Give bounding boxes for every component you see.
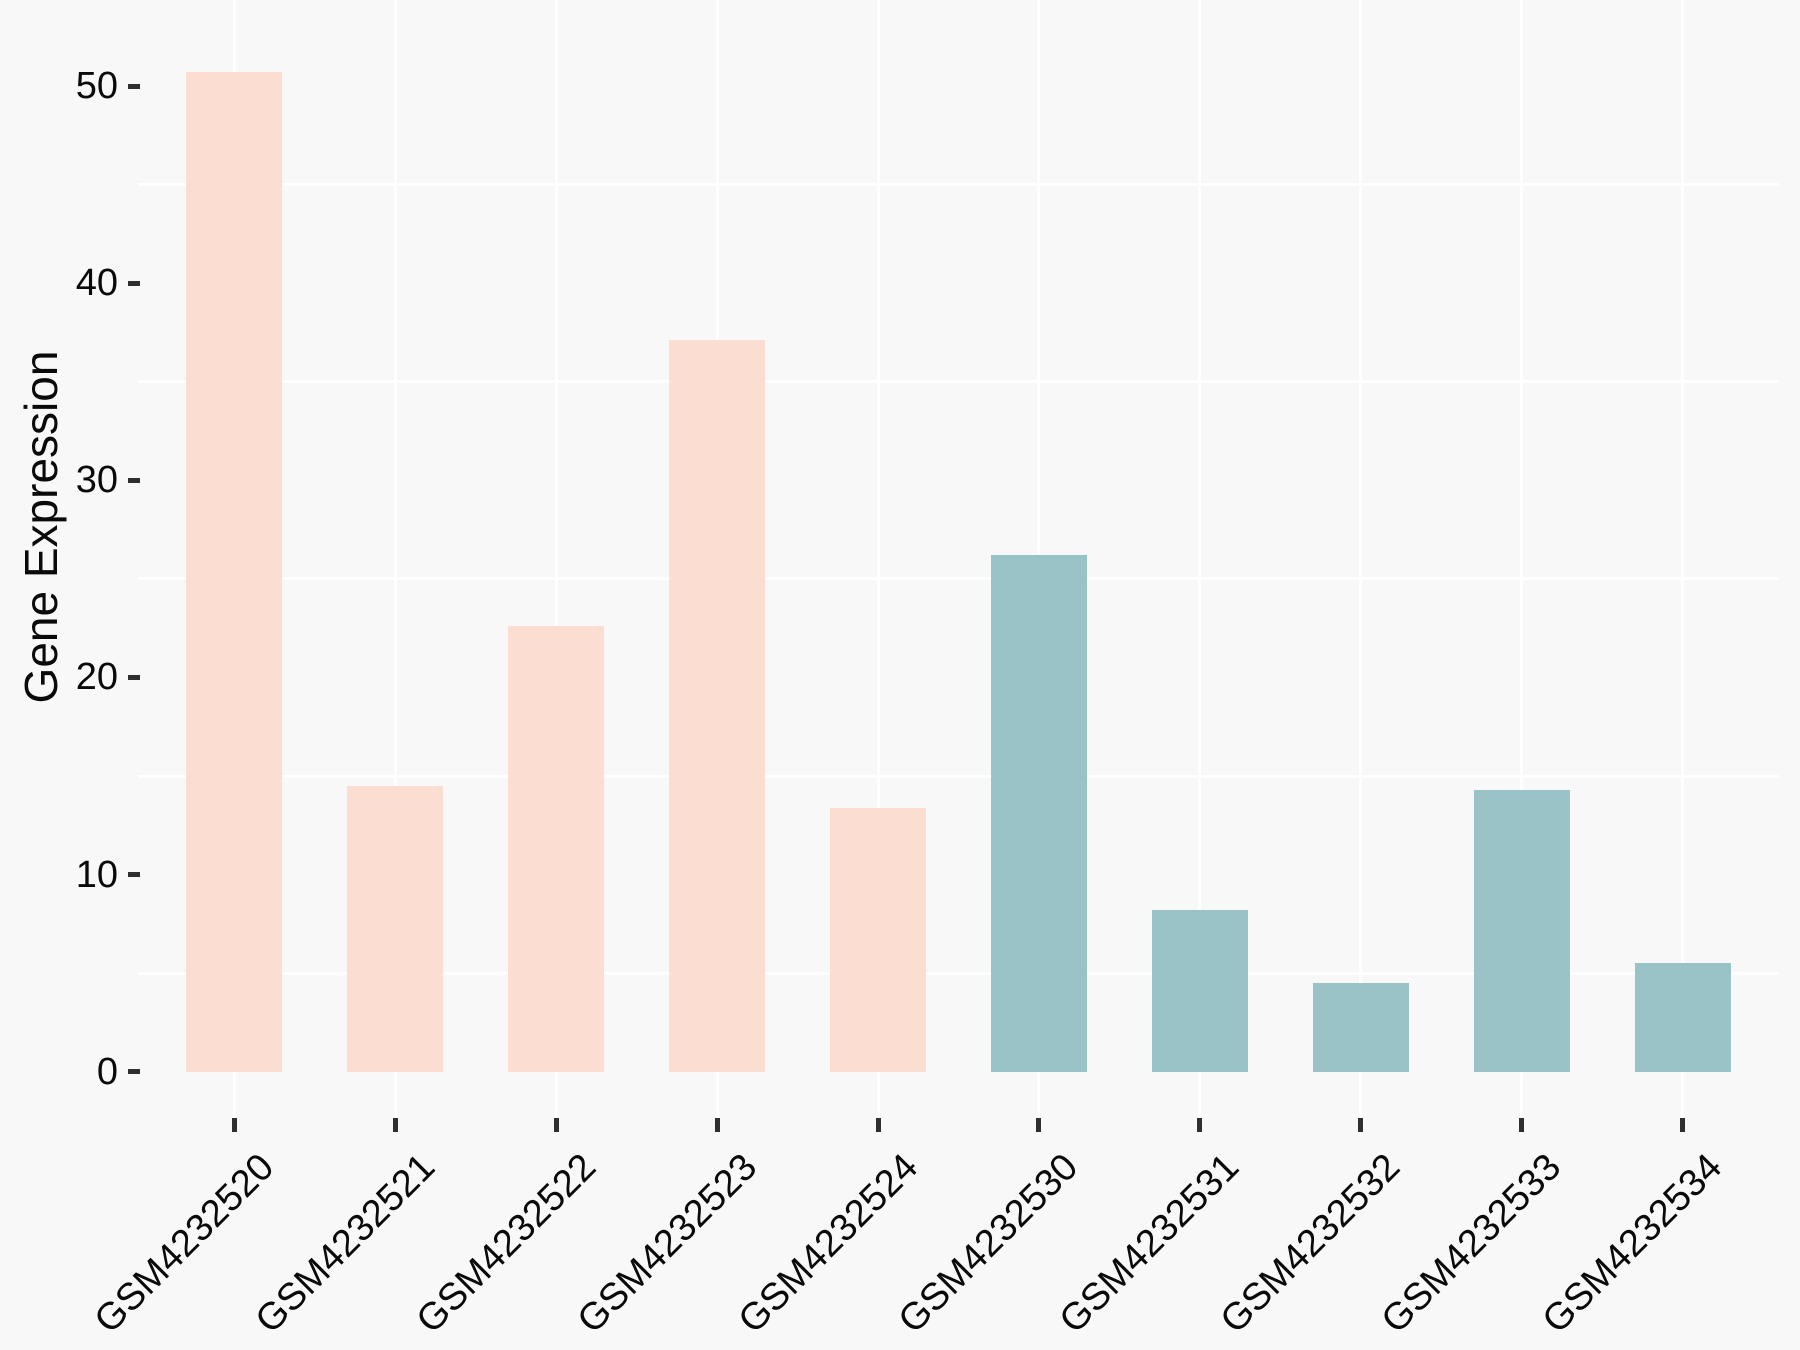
x-axis-tick (1036, 1118, 1042, 1132)
y-tick-label: 10 (75, 853, 118, 896)
bar-GSM4232522 (508, 626, 605, 1072)
y-tick-label: 0 (96, 1050, 118, 1093)
bar-GSM4232521 (347, 785, 444, 1072)
y-axis-title: Gene Expression (15, 350, 67, 704)
vertical-gridline (1198, 0, 1202, 1125)
bar-GSM4232530 (990, 555, 1087, 1072)
x-axis-tick (714, 1118, 720, 1132)
horizontal-gridline (138, 380, 1779, 384)
bar-GSM4232533 (1473, 789, 1570, 1072)
x-axis-tick (553, 1118, 559, 1132)
x-axis-tick (1519, 1118, 1525, 1132)
horizontal-gridline (138, 774, 1779, 778)
y-axis-tick (128, 872, 140, 878)
y-tick-label: 20 (75, 656, 118, 699)
vertical-gridline (393, 0, 397, 1125)
bar-GSM4232534 (1634, 963, 1731, 1072)
horizontal-gridline (138, 577, 1779, 581)
vertical-gridline (554, 0, 558, 1125)
horizontal-gridline (138, 183, 1779, 187)
bar-GSM4232532 (1312, 983, 1409, 1072)
x-axis-tick (1358, 1118, 1364, 1132)
vertical-gridline (1359, 0, 1363, 1125)
vertical-gridline (1681, 0, 1684, 1125)
y-tick-label: 40 (75, 262, 118, 305)
bar-GSM4232520 (186, 72, 283, 1072)
bar-GSM4232524 (830, 807, 926, 1072)
y-axis-tick (128, 280, 140, 286)
x-axis-tick (1680, 1118, 1685, 1132)
bar-GSM4232531 (1151, 910, 1248, 1072)
y-tick-label: 30 (75, 459, 118, 502)
x-axis-tick (231, 1118, 237, 1132)
bar-GSM4232523 (669, 340, 766, 1072)
y-tick-label: 50 (75, 65, 118, 107)
x-axis-tick (1197, 1118, 1203, 1132)
y-axis-tick (128, 1069, 140, 1075)
horizontal-gridline (138, 971, 1779, 975)
x-axis-tick (392, 1118, 398, 1132)
y-axis-tick (128, 83, 140, 89)
y-axis-tick (128, 674, 140, 680)
vertical-gridline (876, 0, 880, 1125)
y-axis-tick (128, 477, 140, 483)
vertical-gridline (1520, 0, 1524, 1125)
x-axis-tick (875, 1118, 881, 1132)
